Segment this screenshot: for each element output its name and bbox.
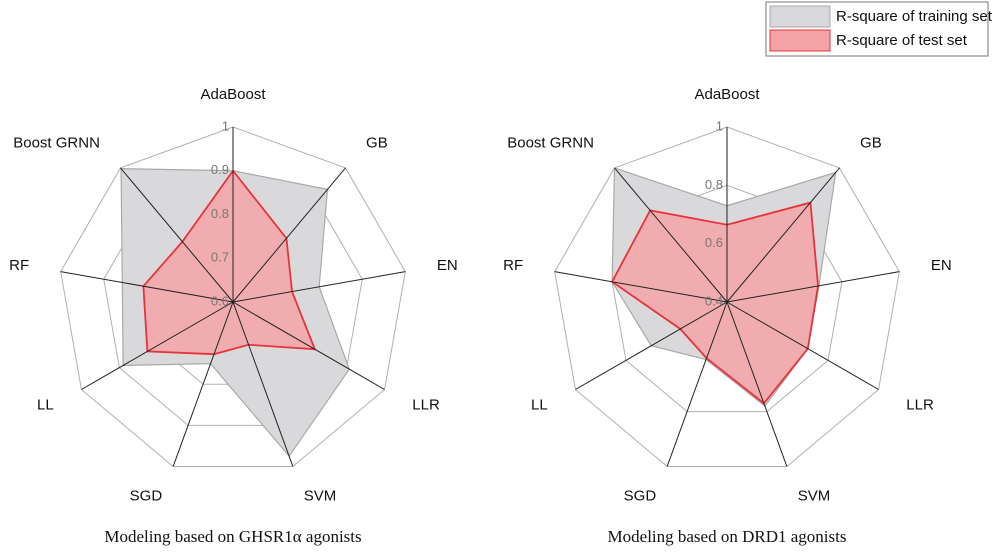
caption: Modeling based on DRD1 agonists <box>608 527 847 546</box>
tick-label: 0.7 <box>211 250 229 265</box>
legend-label: R-square of training set <box>836 8 992 25</box>
spoke <box>120 167 234 303</box>
spoke <box>575 301 728 390</box>
series-area <box>610 201 819 405</box>
axis-label: GB <box>366 134 388 151</box>
axis-label: EN <box>437 257 458 274</box>
axis-label: SGD <box>624 487 657 504</box>
axis-label: EN <box>931 257 952 274</box>
spoke <box>232 301 294 467</box>
spoke <box>81 301 234 390</box>
tick-label: 1 <box>222 118 229 133</box>
axis-label: LLR <box>412 396 440 413</box>
tick-label: 0.4 <box>705 293 723 308</box>
spoke <box>726 301 788 467</box>
legend-label: R-square of test set <box>836 32 968 49</box>
spoke <box>232 301 385 390</box>
axis-label: SGD <box>130 487 163 504</box>
tick-label: 0.6 <box>211 293 229 308</box>
tick-label: 0.8 <box>705 177 723 192</box>
spoke <box>232 167 346 303</box>
series-area <box>142 169 317 356</box>
legend-swatch <box>769 5 831 28</box>
axis-label: SVM <box>304 487 337 504</box>
spoke <box>172 301 234 467</box>
spoke <box>726 271 900 303</box>
spoke <box>232 271 406 303</box>
axis-label: SVM <box>798 487 831 504</box>
tick-label: 0.8 <box>211 206 229 221</box>
tick-label: 1 <box>716 118 723 133</box>
spoke <box>666 301 728 467</box>
legend-swatch <box>769 29 831 52</box>
axis-label: GB <box>860 134 882 151</box>
axis-label: RF <box>503 257 523 274</box>
axis-label: AdaBoost <box>200 86 266 103</box>
axis-label: LLR <box>906 396 934 413</box>
grid-ring <box>554 126 900 467</box>
axis-label: LL <box>37 396 54 413</box>
axis-label: AdaBoost <box>694 86 760 103</box>
tick-label: 0.6 <box>705 235 723 250</box>
tick-label: 0.9 <box>211 162 229 177</box>
axis-label: Boost GRNN <box>507 134 594 151</box>
spoke <box>726 301 879 390</box>
axis-label: RF <box>9 257 29 274</box>
axis-label: LL <box>531 396 548 413</box>
spoke <box>614 167 728 303</box>
legend: R-square of training set R-square of test… <box>765 1 992 57</box>
axis-label: Boost GRNN <box>13 134 100 151</box>
grid-ring <box>60 126 406 467</box>
spoke <box>726 167 840 303</box>
spoke <box>554 271 728 303</box>
spoke <box>60 271 234 303</box>
caption: Modeling based on GHSR1α agonists <box>104 527 361 546</box>
